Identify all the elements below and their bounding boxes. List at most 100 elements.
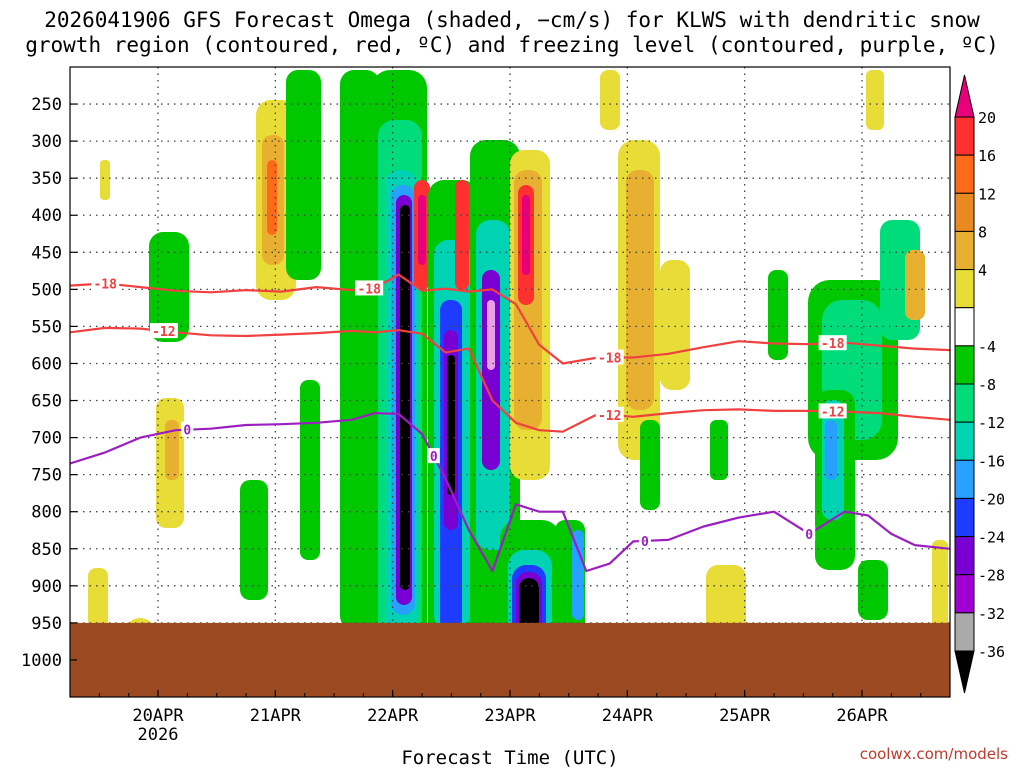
colorbar-label: -4 [978,338,996,356]
colorbar-label: -24 [978,529,1005,547]
y-tick-label: 800 [31,503,62,523]
y-tick-label: 550 [31,317,62,337]
contour-label: 0 [430,450,438,465]
colorbar-swatch [954,269,975,309]
colorbar: 20 16 12 8 4 -4 -8 -12 -16 -20 -24 -28 -32 -36 [954,74,1005,694]
omega-shade-region [267,160,277,235]
colorbar-label: 8 [978,223,987,241]
colorbar-label: -16 [978,452,1005,470]
omega-shade-region [640,420,660,510]
y-tick-label: 600 [31,354,62,374]
omega-shading [88,70,948,660]
contour-label-bg [595,406,624,422]
x-tick-sublabel: 2026 [138,725,179,745]
y-axis: 250 300 350 400 450 500 550 600 650 700 750 800 850 9… [21,95,77,671]
y-tick-label: 950 [31,614,62,634]
colorbar-swatch [954,192,975,232]
y-tick-label: 850 [31,540,62,560]
colorbar-top-triangle [954,74,975,118]
contour-dgz-line [70,273,950,365]
contour-label-bg [181,421,194,437]
omega-shade-region [572,530,584,620]
colorbar-label: -32 [978,605,1005,623]
x-tick-label: 23APR [484,706,536,726]
colorbar-swatch [954,612,975,652]
contour-label-bg [355,280,384,296]
contour-label: -18 [93,277,117,292]
x-tick-label: 22APR [367,706,419,726]
chart-title-line2: growth region (contoured, red, ºC) and f… [25,33,999,57]
omega-shade-region [626,170,654,410]
y-tick-label: 350 [31,169,62,189]
y-tick-label: 750 [31,466,62,486]
omega-shade-region [825,420,837,480]
colorbar-swatch [954,536,975,576]
omega-shade-region [866,70,884,130]
contour-label-bg [91,275,120,291]
ground-layer [70,622,950,697]
colorbar-label: 20 [978,109,996,127]
y-tick-label: 1000 [21,651,62,671]
colorbar-swatch [954,230,975,271]
credit-text: coolwx.com/models [859,745,1008,763]
contour-label: -12 [598,409,621,424]
omega-shade-region [600,70,620,130]
chart-title-line1: 2026041906 GFS Forecast Omega (shaded, −… [44,8,980,32]
omega-shade-region [522,195,530,275]
x-tick-label: 26APR [836,706,888,726]
omega-shade-region [768,270,788,360]
contour-label: 0 [641,535,649,550]
colorbar-label: -36 [978,643,1005,661]
y-tick-label: 450 [31,243,62,263]
x-tick-label: 21APR [250,706,302,726]
colorbar-label: 4 [978,262,987,280]
contour-label: -12 [152,325,175,340]
contour-label: -12 [821,405,844,420]
contour-label-bg [638,532,651,548]
y-tick-label: 900 [31,577,62,597]
colorbar-swatch [954,574,975,614]
colorbar-swatch [954,497,975,538]
y-tick-label: 250 [31,95,62,115]
contour-label-bg [818,403,847,419]
omega-shade-region [100,160,110,200]
x-tick-label: 25APR [719,706,771,726]
contour-dgz-line [70,326,950,433]
omega-shade-region [932,540,948,630]
x-axis-label: Forecast Time (UTC) [401,747,618,768]
colorbar-label: -12 [978,414,1005,432]
colorbar-swatch [954,307,975,347]
colorbar-label: -28 [978,567,1005,585]
y-tick-label: 300 [31,132,62,152]
grid [70,67,950,697]
contour-label-bg [803,525,816,541]
colorbar-bottom-triangle [954,650,975,694]
omega-shade-region [400,205,410,590]
contour-label: -18 [598,352,622,367]
omega-shade-region [240,480,268,600]
colorbar-swatch [954,421,975,461]
omega-shade-region [858,560,888,620]
y-tick-label: 650 [31,392,62,412]
colorbar-swatch [954,345,975,385]
contour-labels: -18 -18 -18 -18 -12 -12 -12 0 0 0 0 [91,275,847,550]
contour-label-bg [818,335,847,351]
omega-shade-region [487,300,495,370]
contour-label: 0 [183,424,191,439]
omega-shade-region [286,70,321,280]
y-tick-label: 700 [31,429,62,449]
colorbar-swatch [954,383,975,423]
x-tick-label: 20APR [132,706,184,726]
contour-label-bg [427,448,440,464]
omega-shade-region [710,420,728,480]
omega-shade-region [418,195,426,265]
omega-shade-region [149,232,189,342]
y-tick-label: 500 [31,280,62,300]
omega-shade-region [660,260,690,390]
contour-label-bg [595,349,624,365]
contour-label: -18 [357,282,381,297]
contour-label-bg [149,323,178,339]
omega-shade-region [706,565,746,635]
omega-shade-region [165,420,179,480]
